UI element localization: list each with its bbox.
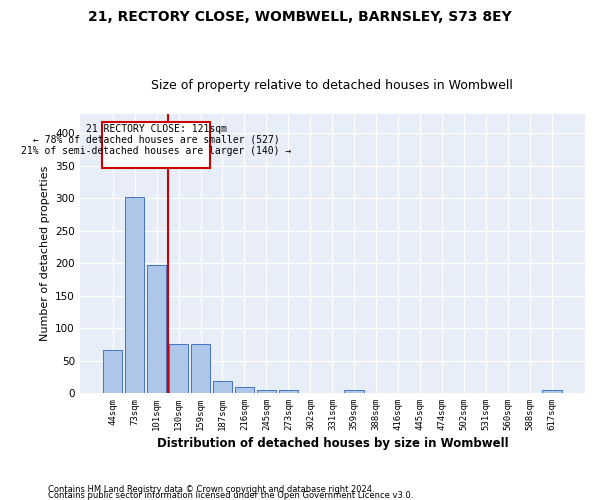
Title: Size of property relative to detached houses in Wombwell: Size of property relative to detached ho…: [151, 79, 514, 92]
Bar: [146, 265, 166, 393]
Bar: [344, 390, 364, 393]
Text: 21, RECTORY CLOSE, WOMBWELL, BARNSLEY, S73 8EY: 21, RECTORY CLOSE, WOMBWELL, BARNSLEY, S…: [88, 10, 512, 24]
Bar: [102, 122, 211, 168]
Y-axis label: Number of detached properties: Number of detached properties: [40, 166, 50, 341]
Bar: [169, 344, 188, 393]
Text: ← 78% of detached houses are smaller (527): ← 78% of detached houses are smaller (52…: [33, 135, 280, 145]
Bar: [191, 344, 211, 393]
Bar: [125, 197, 145, 393]
X-axis label: Distribution of detached houses by size in Wombwell: Distribution of detached houses by size …: [157, 437, 508, 450]
Bar: [212, 380, 232, 393]
Text: Contains public sector information licensed under the Open Government Licence v3: Contains public sector information licen…: [48, 490, 413, 500]
Bar: [257, 390, 277, 393]
Bar: [542, 390, 562, 393]
Bar: [103, 350, 122, 393]
Bar: [235, 387, 254, 393]
Text: Contains HM Land Registry data © Crown copyright and database right 2024.: Contains HM Land Registry data © Crown c…: [48, 485, 374, 494]
Bar: [278, 390, 298, 393]
Text: 21% of semi-detached houses are larger (140) →: 21% of semi-detached houses are larger (…: [21, 146, 292, 156]
Text: 21 RECTORY CLOSE: 121sqm: 21 RECTORY CLOSE: 121sqm: [86, 124, 227, 134]
